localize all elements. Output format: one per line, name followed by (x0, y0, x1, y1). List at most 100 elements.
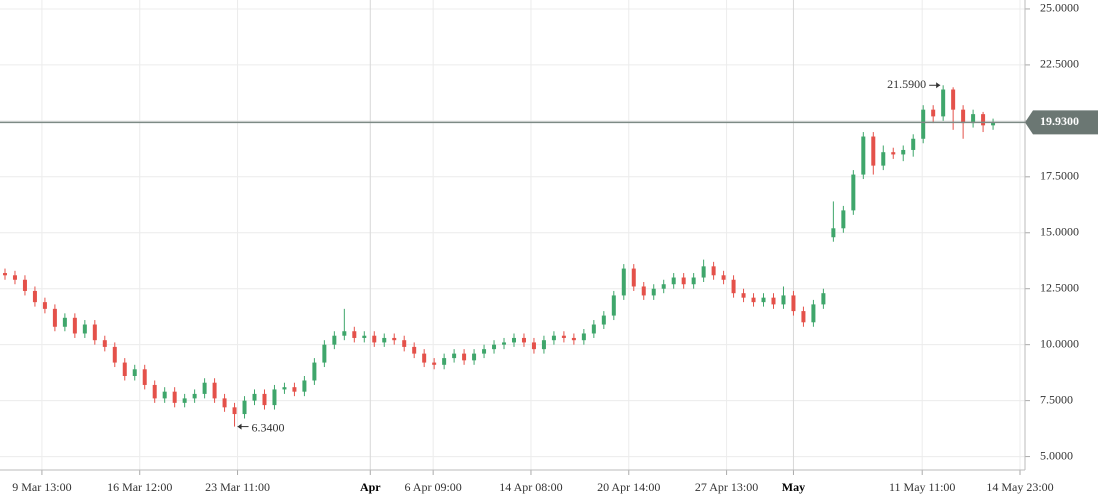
x-tick-label: 9 Mar 13:00 (12, 480, 71, 494)
annotation-label: 6.3400 (252, 420, 285, 434)
candle-body (62, 317, 67, 327)
candle-body (412, 346, 417, 354)
candle-body (282, 387, 287, 390)
price-tag (1025, 110, 1098, 135)
candle-body (392, 337, 397, 341)
candle-body (721, 275, 726, 280)
candle-body (172, 391, 177, 403)
candle-body (511, 337, 516, 343)
annotation-label: 21.5900 (887, 77, 926, 91)
x-tick-label: 20 Apr 14:00 (597, 480, 660, 494)
candle-body (152, 384, 157, 399)
candle-body (222, 398, 227, 408)
candle-body (761, 297, 766, 303)
candle-body (991, 122, 996, 126)
candle-body (541, 340, 546, 350)
candle-body (122, 362, 127, 376)
candle-body (731, 279, 736, 294)
y-tick-label: 17.5000 (1040, 169, 1079, 183)
candle-body (232, 407, 237, 415)
candle-body (32, 290, 37, 303)
candle-body (581, 333, 586, 341)
candle-body (861, 136, 866, 175)
candle-body (82, 324, 87, 334)
x-tick-label: May (782, 480, 805, 494)
candle-body (891, 152, 896, 155)
candle-body (182, 398, 187, 403)
candle-body (981, 114, 986, 126)
candle-body (931, 109, 936, 117)
candle-body (821, 293, 826, 305)
x-tick-label: 27 Apr 13:00 (695, 480, 758, 494)
candle-body (961, 109, 966, 124)
candle-body (881, 152, 886, 166)
candle-body (631, 268, 636, 287)
candle-body (482, 349, 487, 354)
y-tick-label: 10.0000 (1040, 336, 1079, 350)
candle-body (2, 273, 7, 276)
candle-body (791, 295, 796, 312)
candle-body (521, 337, 526, 343)
candle-body (651, 288, 656, 296)
candle-body (971, 114, 976, 124)
candle-body (442, 358, 447, 365)
candle-body (551, 335, 556, 341)
candle-body (402, 340, 407, 347)
candle-body (72, 317, 77, 334)
candle-body (472, 353, 477, 361)
candle-body (701, 266, 706, 278)
candle-body (502, 342, 507, 345)
candle-body (452, 353, 457, 359)
y-tick-label: 22.5000 (1040, 57, 1079, 71)
candle-body (462, 353, 467, 361)
candle-body (921, 109, 926, 139)
candle-body (561, 335, 566, 338)
candle-body (102, 340, 107, 347)
candle-body (851, 174, 856, 211)
candle-body (332, 335, 337, 345)
x-tick-label: 23 Mar 11:00 (205, 480, 270, 494)
candle-body (871, 136, 876, 166)
candle-body (382, 337, 387, 343)
x-tick-label: 11 May 11:00 (889, 480, 955, 494)
candle-body (272, 389, 277, 406)
candle-body (661, 284, 666, 289)
x-tick-label: 16 Mar 12:00 (107, 480, 172, 494)
candle-body (362, 335, 367, 338)
candle-body (781, 295, 786, 305)
candle-body (312, 362, 317, 381)
candle-body (112, 346, 117, 363)
candle-body (531, 342, 536, 350)
candle-body (601, 315, 606, 325)
y-tick-label: 15.0000 (1040, 225, 1079, 239)
candle-body (252, 393, 257, 401)
candle-body (691, 277, 696, 285)
candle-body (911, 138, 916, 150)
candle-body (751, 297, 756, 303)
candle-body (322, 344, 327, 363)
candle-body (262, 393, 267, 406)
candle-body (492, 344, 497, 350)
candle-body (591, 324, 596, 334)
candle-body (352, 331, 357, 338)
candle-body (711, 266, 716, 276)
candle-body (52, 308, 57, 327)
candle-body (192, 393, 197, 399)
candle-body (571, 337, 576, 341)
candle-body (342, 331, 347, 336)
x-tick-label: Apr (360, 480, 381, 494)
candle-body (422, 353, 427, 363)
candle-body (671, 277, 676, 285)
candle-body (432, 362, 437, 365)
y-tick-label: 5.0000 (1040, 448, 1073, 462)
x-tick-label: 14 Apr 08:00 (499, 480, 562, 494)
candle-body (611, 295, 616, 316)
candle-body (811, 304, 816, 323)
candle-body (951, 89, 956, 110)
candle-body (212, 382, 217, 399)
candle-body (92, 324, 97, 341)
candle-body (681, 277, 686, 285)
y-tick-label: 7.5000 (1040, 392, 1073, 406)
